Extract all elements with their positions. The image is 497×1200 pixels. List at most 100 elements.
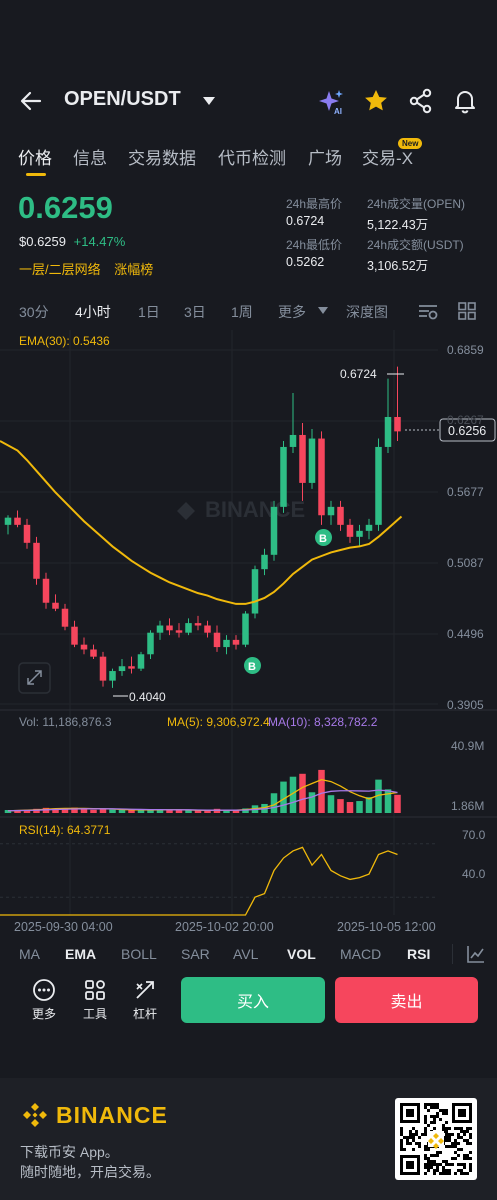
volume-bar — [166, 810, 173, 813]
qr-module — [430, 1103, 433, 1106]
back-arrow-icon[interactable] — [18, 88, 44, 114]
candle-body — [14, 517, 21, 525]
qr-module — [457, 1163, 460, 1166]
qr-module — [433, 1154, 436, 1157]
candle-body — [61, 608, 69, 627]
tf-1d[interactable]: 1日 — [138, 304, 160, 320]
tab-info[interactable]: 信息 — [73, 149, 107, 168]
date-axis: 2025-09-30 04:00 2025-10-02 20:00 2025-1… — [14, 920, 436, 934]
price-axis-tick: 0.6267 — [447, 413, 484, 427]
qr-module — [457, 1133, 460, 1136]
tool-more[interactable]: 更多 — [24, 978, 64, 1022]
qr-module — [445, 1139, 448, 1142]
ind-rsi[interactable]: RSI — [407, 946, 431, 962]
qr-module — [445, 1133, 448, 1136]
chart-settings-icon[interactable] — [417, 301, 439, 321]
qr-module — [442, 1160, 445, 1163]
qr-module — [469, 1157, 472, 1160]
candle — [327, 500, 335, 525]
tab-trade-x[interactable]: 交易-X — [362, 149, 413, 168]
ind-avl[interactable]: AVL — [233, 946, 259, 962]
candle — [308, 428, 316, 489]
tab-trading-data[interactable]: 交易数据 — [128, 149, 196, 168]
volume-bar — [61, 809, 69, 813]
price-axis: 0.6859 0.6267 0.5677 0.5087 0.4496 0.390… — [447, 343, 486, 881]
candle — [128, 656, 135, 674]
tool-more-label: 更多 — [31, 1007, 56, 1021]
qr-module — [463, 1154, 466, 1157]
qr-module — [460, 1136, 463, 1139]
qr-module — [448, 1136, 451, 1139]
tab-square[interactable]: 广场 — [308, 149, 342, 168]
volume-bar — [128, 810, 135, 813]
sell-button[interactable]: 卖出 — [335, 977, 478, 1023]
expand-chart-button[interactable] — [18, 662, 51, 694]
star-icon[interactable] — [363, 88, 389, 114]
candle — [289, 393, 297, 453]
candle-body — [33, 542, 40, 579]
tf-3d[interactable]: 3日 — [184, 304, 206, 320]
candle-body — [375, 446, 382, 525]
rsi-axis-tick: 40.0 — [462, 867, 486, 881]
indicator-chart-icon[interactable] — [466, 944, 486, 964]
qr-module — [448, 1163, 451, 1166]
tool-tools[interactable]: 工具 — [75, 978, 115, 1022]
qr-code[interactable] — [395, 1098, 477, 1180]
volume-bar — [137, 810, 145, 813]
qr-module — [457, 1142, 460, 1145]
buy-marker-2[interactable]: B — [315, 529, 332, 546]
buy-marker-1[interactable]: B — [244, 657, 261, 674]
tf-4h[interactable]: 4小时 — [75, 304, 111, 320]
tf-depth[interactable]: 深度图 — [346, 304, 388, 320]
volume-bar — [23, 809, 31, 813]
qr-module — [409, 1142, 412, 1145]
ind-macd[interactable]: MACD — [340, 946, 382, 962]
price-chart[interactable]: BINANCE 0.6724 0.4040 B B 0.6256 0.6859 … — [0, 330, 497, 940]
tf-more[interactable]: 更多 — [278, 304, 306, 320]
caret-down-icon[interactable] — [202, 96, 216, 106]
candle — [242, 611, 249, 648]
candle-body — [71, 626, 78, 645]
stat-vol-label: 24h成交量(OPEN) — [367, 197, 466, 211]
qr-module — [406, 1136, 409, 1139]
tf-30m[interactable]: 30分 — [19, 304, 49, 320]
volume-bar — [232, 810, 240, 813]
qr-module — [430, 1163, 433, 1166]
tf-more-caret-icon[interactable] — [318, 307, 328, 314]
tab-token-check[interactable]: 代币检测 — [218, 149, 286, 168]
buy-marker-2-label: B — [319, 533, 327, 545]
date-tick: 2025-09-30 04:00 — [14, 920, 113, 934]
buy-button[interactable]: 买入 — [181, 977, 325, 1023]
candle-body — [80, 644, 88, 650]
tag-row: 一层/二层网络 涨幅榜 — [19, 259, 153, 278]
qr-module — [415, 1133, 418, 1136]
qr-module — [463, 1166, 466, 1169]
candle-body — [194, 623, 202, 626]
tag-gainers[interactable]: 涨幅榜 — [114, 262, 154, 277]
tf-1w[interactable]: 1周 — [231, 304, 253, 320]
ind-boll[interactable]: BOLL — [121, 946, 157, 962]
volume-bar — [299, 773, 306, 813]
volume-bar — [109, 809, 116, 813]
qr-module — [448, 1145, 451, 1148]
layout-grid-icon[interactable] — [457, 301, 477, 321]
bell-icon[interactable] — [452, 88, 478, 114]
ind-sar[interactable]: SAR — [181, 946, 210, 962]
pair-title[interactable]: OPEN/USDT — [64, 88, 181, 110]
ai-sparkle-icon[interactable]: AI — [318, 88, 346, 116]
ind-vol[interactable]: VOL — [287, 946, 316, 962]
qr-module — [442, 1127, 445, 1130]
share-icon[interactable] — [408, 88, 434, 114]
candle — [318, 431, 325, 525]
qr-module — [466, 1172, 469, 1175]
tab-price[interactable]: 价格 — [18, 149, 52, 168]
tag-network[interactable]: 一层/二层网络 — [19, 262, 101, 277]
ind-ma[interactable]: MA — [19, 946, 40, 962]
qr-module — [466, 1139, 469, 1142]
ind-ema[interactable]: EMA — [65, 946, 97, 962]
tool-leverage[interactable]: 杠杆 — [125, 978, 165, 1022]
candle — [118, 659, 126, 676]
qr-module — [463, 1130, 466, 1133]
qr-module — [466, 1127, 469, 1130]
volume-bar — [308, 792, 316, 813]
